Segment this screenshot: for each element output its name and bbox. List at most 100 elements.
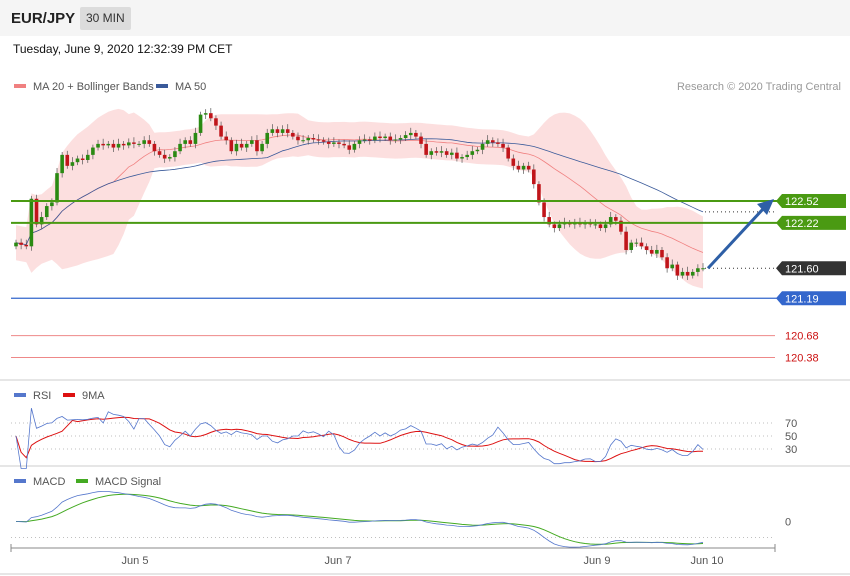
candle-body [362, 139, 367, 141]
candle-body [701, 268, 705, 270]
candle [332, 137, 336, 147]
candle [116, 138, 121, 151]
candle-body [296, 136, 300, 141]
candle-body [388, 136, 393, 141]
level-label: 122.52 [785, 196, 819, 208]
candle [408, 127, 413, 140]
candle [490, 137, 495, 147]
candle [362, 134, 367, 144]
candle [670, 259, 675, 272]
timeframe-button[interactable]: 30 MIN [80, 7, 131, 30]
candle [419, 132, 423, 149]
candle [203, 109, 208, 120]
candle-body [547, 217, 551, 225]
candle [188, 136, 193, 147]
candle [142, 136, 146, 149]
candle-body [244, 143, 249, 148]
candle [393, 134, 398, 144]
candle-body [55, 173, 59, 203]
rsi9ma-legend-swatch [63, 393, 75, 397]
x-tick-label: Jun 9 [584, 555, 611, 567]
arrow-head [757, 198, 774, 215]
candle-body [203, 113, 208, 115]
candle-body [162, 154, 167, 159]
candle [121, 140, 126, 150]
candle-body [629, 242, 634, 250]
candle-body [542, 202, 546, 218]
candle [219, 121, 223, 140]
candle-body [157, 151, 162, 155]
candle-body [311, 138, 316, 140]
candle-body [342, 143, 346, 146]
candle [111, 139, 116, 152]
candle [265, 128, 270, 149]
candle [434, 147, 439, 156]
candle [398, 135, 403, 144]
level-122.22: 122.22 [11, 215, 846, 230]
candle-body [152, 143, 157, 152]
candle [291, 129, 295, 140]
candle [383, 133, 387, 141]
candle [624, 226, 628, 255]
candle [280, 125, 285, 136]
candle [55, 168, 59, 206]
candle-body [121, 143, 126, 146]
x-tick-label: Jun 7 [325, 555, 352, 567]
candle-body [455, 152, 459, 159]
candle [501, 138, 505, 152]
candle [388, 132, 393, 145]
ma20-legend-swatch [14, 84, 26, 88]
candle [373, 132, 377, 144]
candle-body [419, 136, 423, 144]
candle [480, 139, 485, 155]
candle-body [373, 136, 377, 141]
candle-body [516, 165, 521, 170]
level-label: 121.19 [785, 293, 819, 305]
candle [106, 140, 111, 149]
candle-body [291, 132, 295, 137]
candle [690, 268, 695, 279]
candle-body [608, 217, 613, 225]
candle [255, 135, 259, 156]
macd-signal-line [16, 493, 704, 545]
candle-body [444, 151, 449, 155]
rsi-tick-label: 30 [785, 444, 797, 456]
candle [209, 108, 213, 122]
candle [593, 219, 598, 229]
candle-body [321, 140, 326, 142]
candle [532, 164, 536, 189]
candle-body [485, 140, 490, 144]
candle-body [408, 132, 413, 136]
candle [85, 149, 90, 163]
candle [649, 245, 654, 257]
candle-body [393, 139, 398, 141]
candle-body [106, 143, 111, 146]
candle [675, 261, 680, 280]
candle [526, 161, 531, 173]
candle [316, 134, 321, 145]
candle-body [414, 132, 418, 137]
chart-header: EUR/JPY 30 MIN [0, 0, 850, 36]
candle [342, 139, 346, 149]
candle-body [675, 264, 680, 276]
level-120.38: 120.38 [11, 353, 819, 365]
candle-body [91, 147, 95, 155]
candle-body [275, 129, 280, 133]
candle-body [280, 129, 285, 133]
candle [178, 138, 182, 155]
candle-body [70, 162, 75, 166]
level-label: 120.38 [785, 353, 819, 365]
candle-body [214, 118, 218, 126]
candle-body [685, 271, 690, 276]
candle-body [603, 224, 608, 229]
candle-body [147, 140, 152, 144]
candle-body [75, 158, 80, 163]
candle [403, 131, 408, 141]
candle-body [14, 242, 18, 247]
candle-body [260, 143, 264, 152]
macd-signal-legend-label: MACD Signal [95, 476, 161, 488]
candle-body [352, 143, 357, 150]
chart-datetime: Tuesday, June 9, 2020 12:32:39 PM CET [13, 42, 233, 56]
candle-body [126, 142, 131, 146]
